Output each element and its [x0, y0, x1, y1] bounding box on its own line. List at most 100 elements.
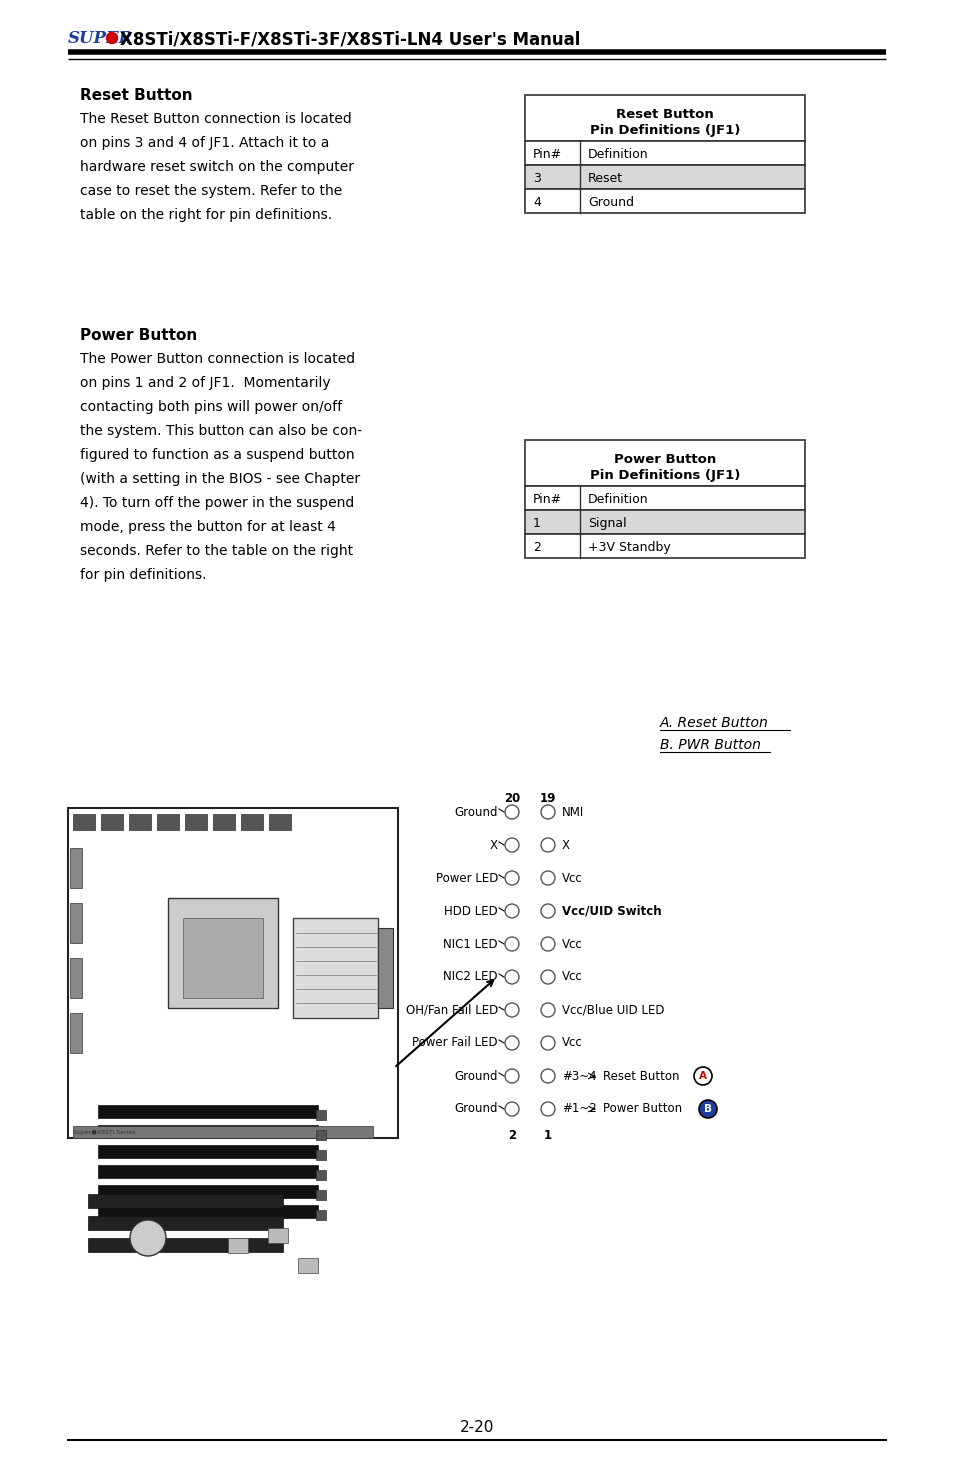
FancyBboxPatch shape	[524, 534, 804, 558]
Text: X8STi/X8STi-F/X8STi-3F/X8STi-LN4 User's Manual: X8STi/X8STi-F/X8STi-3F/X8STi-LN4 User's …	[120, 31, 579, 48]
Circle shape	[504, 805, 518, 819]
FancyBboxPatch shape	[70, 849, 82, 888]
FancyBboxPatch shape	[315, 1210, 326, 1220]
Circle shape	[107, 32, 117, 44]
Text: Pin Definitions (JF1): Pin Definitions (JF1)	[589, 469, 740, 483]
Text: contacting both pins will power on/off: contacting both pins will power on/off	[80, 399, 342, 414]
Circle shape	[504, 970, 518, 984]
Text: Reset Button: Reset Button	[602, 1070, 679, 1082]
Text: Pin#: Pin#	[533, 493, 561, 506]
Circle shape	[540, 1037, 555, 1050]
Circle shape	[504, 1069, 518, 1083]
Text: A: A	[699, 1072, 706, 1080]
FancyBboxPatch shape	[88, 1238, 283, 1252]
FancyBboxPatch shape	[185, 814, 207, 830]
Circle shape	[699, 1099, 717, 1118]
Text: on pins 1 and 2 of JF1.  Momentarily: on pins 1 and 2 of JF1. Momentarily	[80, 376, 331, 389]
Text: #1~2: #1~2	[561, 1102, 597, 1115]
Text: Ground: Ground	[454, 1102, 497, 1115]
Text: for pin definitions.: for pin definitions.	[80, 569, 206, 582]
Circle shape	[540, 970, 555, 984]
Text: Power Button: Power Button	[602, 1102, 681, 1115]
FancyBboxPatch shape	[315, 1190, 326, 1200]
Text: 1: 1	[533, 518, 540, 531]
FancyBboxPatch shape	[98, 1105, 317, 1118]
Text: 20: 20	[503, 792, 519, 805]
Circle shape	[504, 904, 518, 919]
Text: B: B	[703, 1104, 711, 1114]
Text: NIC1 LED: NIC1 LED	[443, 937, 497, 951]
FancyBboxPatch shape	[98, 1185, 317, 1198]
Text: The Power Button connection is located: The Power Button connection is located	[80, 351, 355, 366]
Circle shape	[540, 1069, 555, 1083]
Circle shape	[540, 937, 555, 951]
Text: the system. This button can also be con-: the system. This button can also be con-	[80, 424, 362, 437]
Text: X: X	[490, 838, 497, 851]
Text: Reset Button: Reset Button	[80, 87, 193, 104]
Circle shape	[540, 805, 555, 819]
FancyBboxPatch shape	[524, 141, 804, 165]
Circle shape	[693, 1067, 711, 1085]
Text: Reset Button: Reset Button	[616, 108, 713, 121]
Text: Vcc/Blue UID LED: Vcc/Blue UID LED	[561, 1003, 664, 1016]
Text: Ground: Ground	[454, 1070, 497, 1082]
FancyBboxPatch shape	[168, 898, 277, 1007]
Text: A. Reset Button: A. Reset Button	[659, 716, 768, 730]
Text: NMI: NMI	[561, 805, 583, 818]
FancyBboxPatch shape	[73, 1126, 373, 1139]
Text: mode, press the button for at least 4: mode, press the button for at least 4	[80, 521, 335, 534]
Text: NIC2 LED: NIC2 LED	[443, 971, 497, 984]
FancyBboxPatch shape	[183, 919, 263, 997]
FancyBboxPatch shape	[297, 1258, 317, 1273]
FancyBboxPatch shape	[269, 814, 291, 830]
FancyBboxPatch shape	[524, 95, 804, 141]
Text: Vcc: Vcc	[561, 872, 582, 885]
Text: table on the right for pin definitions.: table on the right for pin definitions.	[80, 208, 332, 222]
Text: Power Button: Power Button	[613, 453, 716, 467]
Text: Reset: Reset	[587, 172, 622, 185]
FancyBboxPatch shape	[68, 808, 397, 1139]
FancyBboxPatch shape	[524, 510, 804, 534]
FancyBboxPatch shape	[228, 1238, 248, 1252]
Circle shape	[504, 1037, 518, 1050]
Text: OH/Fan Fail LED: OH/Fan Fail LED	[405, 1003, 497, 1016]
Circle shape	[540, 1003, 555, 1018]
Text: (with a setting in the BIOS - see Chapter: (with a setting in the BIOS - see Chapte…	[80, 472, 359, 486]
Text: Vcc: Vcc	[561, 937, 582, 951]
Text: HDD LED: HDD LED	[444, 904, 497, 917]
FancyBboxPatch shape	[293, 919, 377, 1018]
Text: seconds. Refer to the table on the right: seconds. Refer to the table on the right	[80, 544, 353, 558]
FancyBboxPatch shape	[101, 814, 123, 830]
Text: X: X	[561, 838, 569, 851]
Text: hardware reset switch on the computer: hardware reset switch on the computer	[80, 160, 354, 174]
Text: Pin#: Pin#	[533, 149, 561, 160]
Text: 4: 4	[533, 195, 540, 208]
Text: 2-20: 2-20	[459, 1420, 494, 1435]
Text: 4). To turn off the power in the suspend: 4). To turn off the power in the suspend	[80, 496, 354, 510]
Circle shape	[540, 904, 555, 919]
Circle shape	[504, 870, 518, 885]
FancyBboxPatch shape	[241, 814, 263, 830]
FancyBboxPatch shape	[98, 1204, 317, 1217]
Text: figured to function as a suspend button: figured to function as a suspend button	[80, 448, 355, 462]
FancyBboxPatch shape	[88, 1216, 283, 1231]
FancyBboxPatch shape	[70, 903, 82, 943]
FancyBboxPatch shape	[315, 1110, 326, 1120]
Text: Ground: Ground	[454, 805, 497, 818]
Circle shape	[504, 937, 518, 951]
FancyBboxPatch shape	[70, 1013, 82, 1053]
Text: Definition: Definition	[587, 149, 648, 160]
FancyBboxPatch shape	[73, 814, 95, 830]
Text: Definition: Definition	[587, 493, 648, 506]
Circle shape	[504, 838, 518, 851]
FancyBboxPatch shape	[98, 1165, 317, 1178]
Text: 19: 19	[539, 792, 556, 805]
FancyBboxPatch shape	[98, 1145, 317, 1158]
Text: Ground: Ground	[587, 195, 634, 208]
FancyBboxPatch shape	[524, 486, 804, 510]
Text: Vcc: Vcc	[561, 971, 582, 984]
Text: Signal: Signal	[587, 518, 626, 531]
Text: Power LED: Power LED	[436, 872, 497, 885]
FancyBboxPatch shape	[315, 1130, 326, 1140]
Circle shape	[540, 870, 555, 885]
